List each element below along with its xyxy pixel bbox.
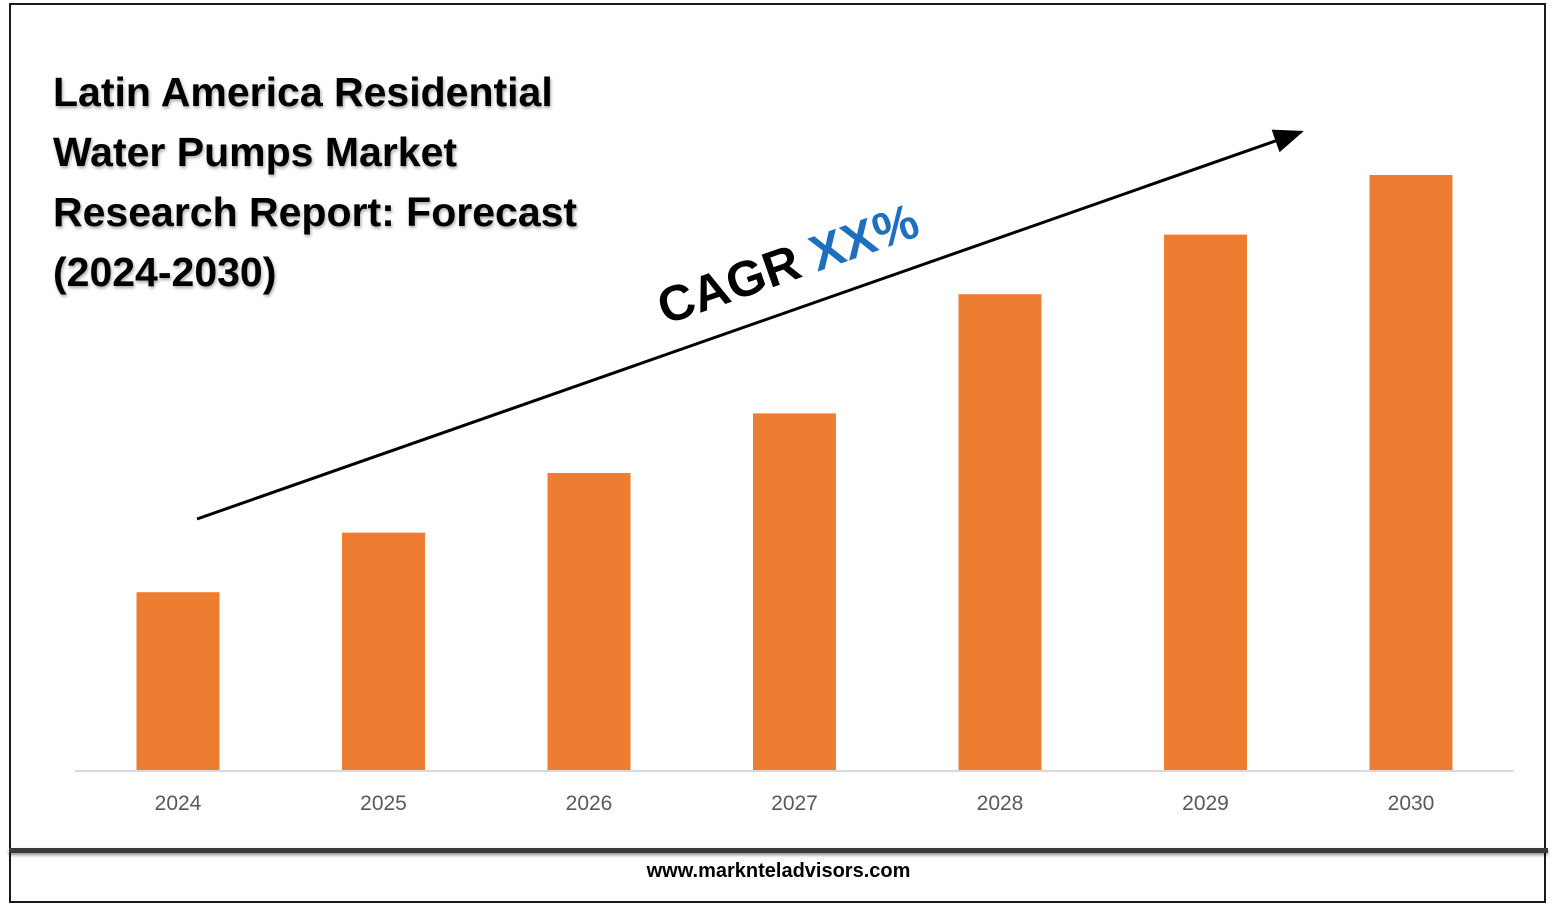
cagr-label: CAGR <box>650 234 807 336</box>
chart-title: Latin America Residential Water Pumps Ma… <box>53 69 578 295</box>
bar-2025 <box>342 532 425 771</box>
bar-2024 <box>136 592 220 771</box>
bar-2026 <box>547 473 631 771</box>
growth-trend-arrow <box>196 129 1304 521</box>
bar-2028 <box>958 294 1042 771</box>
bar-2030 <box>1369 175 1453 771</box>
x-tick-label-2029: 2029 <box>1182 792 1229 815</box>
x-axis-tick-labels: 2024 2025 2026 2027 2028 2029 2030 <box>155 792 1435 815</box>
x-tick-label-2024: 2024 <box>155 792 202 815</box>
bar-2027 <box>753 413 836 771</box>
x-tick-label-2026: 2026 <box>566 792 613 815</box>
bar-series <box>136 175 1453 772</box>
x-tick-label-2030: 2030 <box>1388 792 1435 815</box>
footer-divider <box>9 848 1548 853</box>
x-tick-label-2027: 2027 <box>771 792 818 815</box>
bar-2029 <box>1164 234 1247 772</box>
cagr-annotation: CAGRXX% <box>650 192 926 335</box>
footer-url: www.marknteladvisors.com <box>646 860 911 882</box>
x-tick-label-2025: 2025 <box>360 792 407 815</box>
x-tick-label-2028: 2028 <box>977 792 1024 815</box>
